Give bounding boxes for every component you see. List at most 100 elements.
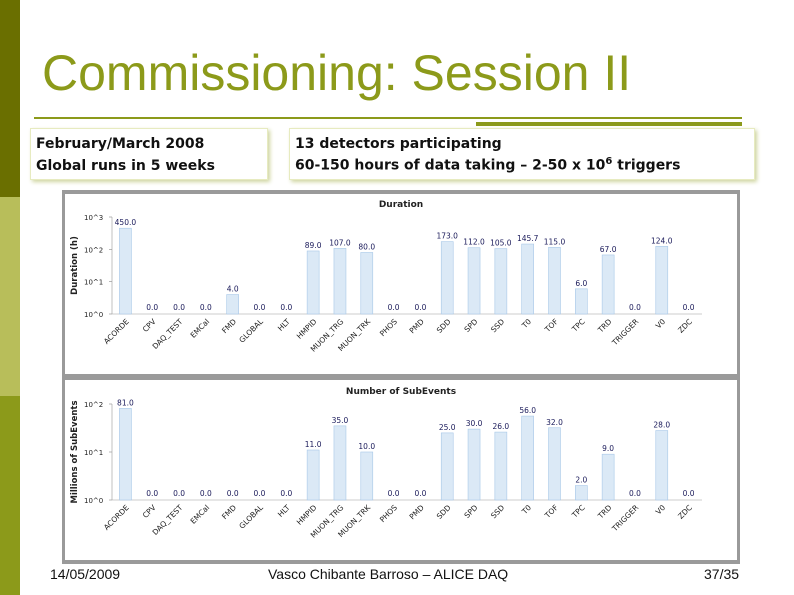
bar	[601, 254, 615, 315]
bar	[521, 243, 534, 315]
info-left-line-1: February/March 2008	[36, 136, 205, 152]
footer-date: 14/05/2009	[50, 566, 121, 582]
bar-value-label: 0.0	[388, 489, 400, 498]
bar-value-label: 0.0	[200, 489, 212, 498]
info-left-line-2: Global runs in 5 weeks	[36, 158, 215, 174]
bar-value-label: 0.0	[683, 303, 695, 312]
y-tick-label: 10^2	[84, 246, 103, 254]
bar	[521, 415, 534, 501]
y-tick-label: 10^1	[84, 449, 103, 457]
bar-value-label: 112.0	[463, 238, 485, 247]
bar-value-label: 25.0	[439, 423, 456, 432]
bar-value-label: 105.0	[490, 239, 512, 248]
bar-value-label: 26.0	[493, 422, 510, 431]
bar	[333, 248, 347, 315]
chart-panel-bg	[65, 194, 737, 374]
sidebar-decoration	[0, 0, 20, 595]
bar	[601, 453, 615, 501]
footer-author: Vasco Chibante Barroso – ALICE DAQ	[268, 566, 509, 582]
bar-value-label: 0.0	[683, 489, 695, 498]
info-right-line-2: 60-150 hours of data taking – 2-50 x 106…	[295, 156, 680, 174]
bar	[548, 247, 561, 315]
bar	[494, 431, 508, 501]
bar-value-label: 145.7	[517, 234, 539, 243]
bar	[655, 246, 669, 315]
info-right-line-2-text: 60-150 hours of data taking – 2-50 x 10	[295, 157, 606, 174]
bar-value-label: 0.0	[280, 489, 292, 498]
sidebar-block-light	[0, 197, 20, 396]
chart-title: Number of SubEvents	[346, 387, 456, 397]
bar-value-label: 0.0	[280, 303, 292, 312]
chart-panel-bg	[65, 380, 737, 560]
bar-value-label: 173.0	[436, 232, 458, 241]
bar	[494, 248, 508, 315]
bar	[360, 451, 374, 501]
info-right-line-2-exponent: 6	[605, 156, 613, 167]
bar-value-label: 0.0	[146, 303, 158, 312]
bar-value-label: 0.0	[629, 489, 641, 498]
bar-value-label: 89.0	[305, 241, 322, 250]
bar-value-label: 2.0	[575, 476, 587, 485]
y-tick-label: 10^3	[84, 214, 103, 222]
bar-value-label: 81.0	[117, 398, 134, 407]
bar-value-label: 0.0	[629, 303, 641, 312]
bar-value-label: 0.0	[227, 489, 239, 498]
sidebar-block-dark	[0, 0, 20, 197]
bar	[575, 288, 588, 315]
info-box-right: 13 detectors participating 60-150 hours …	[289, 128, 755, 180]
bar	[440, 241, 454, 315]
bar-value-label: 107.0	[329, 238, 351, 247]
bar-value-label: 28.0	[653, 421, 670, 430]
bar-value-label: 11.0	[305, 440, 322, 449]
bar	[306, 250, 320, 315]
bar-value-label: 6.0	[575, 279, 587, 288]
y-axis-label: Millions of SubEvents	[70, 400, 80, 503]
y-tick-label: 10^2	[84, 401, 103, 409]
bar	[360, 252, 374, 315]
bar	[306, 449, 320, 501]
chart-frame: Duration Duration (h) 10^3 10^2 10^1 10^0 450.…	[62, 190, 740, 564]
bar-value-label: 450.0	[115, 218, 137, 227]
charts-svg: Duration Duration (h) 10^3 10^2 10^1 10^0 450.…	[65, 194, 737, 560]
bar	[467, 428, 481, 501]
bar-value-label: 0.0	[200, 303, 212, 312]
bar-value-label: 124.0	[651, 236, 673, 245]
bar	[440, 432, 454, 501]
bar-value-label: 0.0	[173, 303, 185, 312]
y-tick-label: 10^0	[84, 497, 103, 505]
y-tick-label: 10^0	[84, 311, 103, 319]
bar-value-label: 0.0	[254, 303, 266, 312]
bar-value-label: 0.0	[254, 489, 266, 498]
bar	[467, 247, 481, 315]
bar-value-label: 115.0	[544, 237, 566, 246]
sidebar-block-dark-bottom	[0, 396, 20, 595]
bar	[119, 227, 132, 315]
bar-value-label: 0.0	[173, 489, 185, 498]
title-accent-bar	[476, 122, 742, 126]
bar	[548, 427, 561, 501]
bar-value-label: 32.0	[546, 418, 563, 427]
y-axis-label: Duration (h)	[70, 236, 80, 295]
footer-page-number: 37/35	[704, 566, 740, 582]
info-right-line-1: 13 detectors participating	[295, 136, 502, 152]
chart-title: Duration	[379, 200, 423, 210]
bar-value-label: 56.0	[519, 406, 536, 415]
bar	[655, 430, 669, 501]
slide-title: Commissioning: Session II	[42, 45, 632, 101]
bar	[333, 425, 347, 501]
bar-value-label: 9.0	[602, 444, 614, 453]
bar	[119, 408, 132, 501]
bar-value-label: 67.0	[600, 245, 617, 254]
bar	[575, 485, 588, 501]
y-tick-label: 10^1	[84, 279, 103, 287]
bar-value-label: 0.0	[388, 303, 400, 312]
bar-value-label: 80.0	[358, 242, 375, 251]
bar-value-label: 0.0	[414, 489, 426, 498]
bar-value-label: 0.0	[414, 303, 426, 312]
bar-value-label: 30.0	[466, 419, 483, 428]
info-box-left: February/March 2008 Global runs in 5 wee…	[30, 128, 268, 180]
title-underline	[34, 117, 742, 119]
bar-value-label: 4.0	[227, 285, 239, 294]
info-right-line-2-suffix: triggers	[612, 157, 681, 174]
bar	[226, 294, 239, 315]
